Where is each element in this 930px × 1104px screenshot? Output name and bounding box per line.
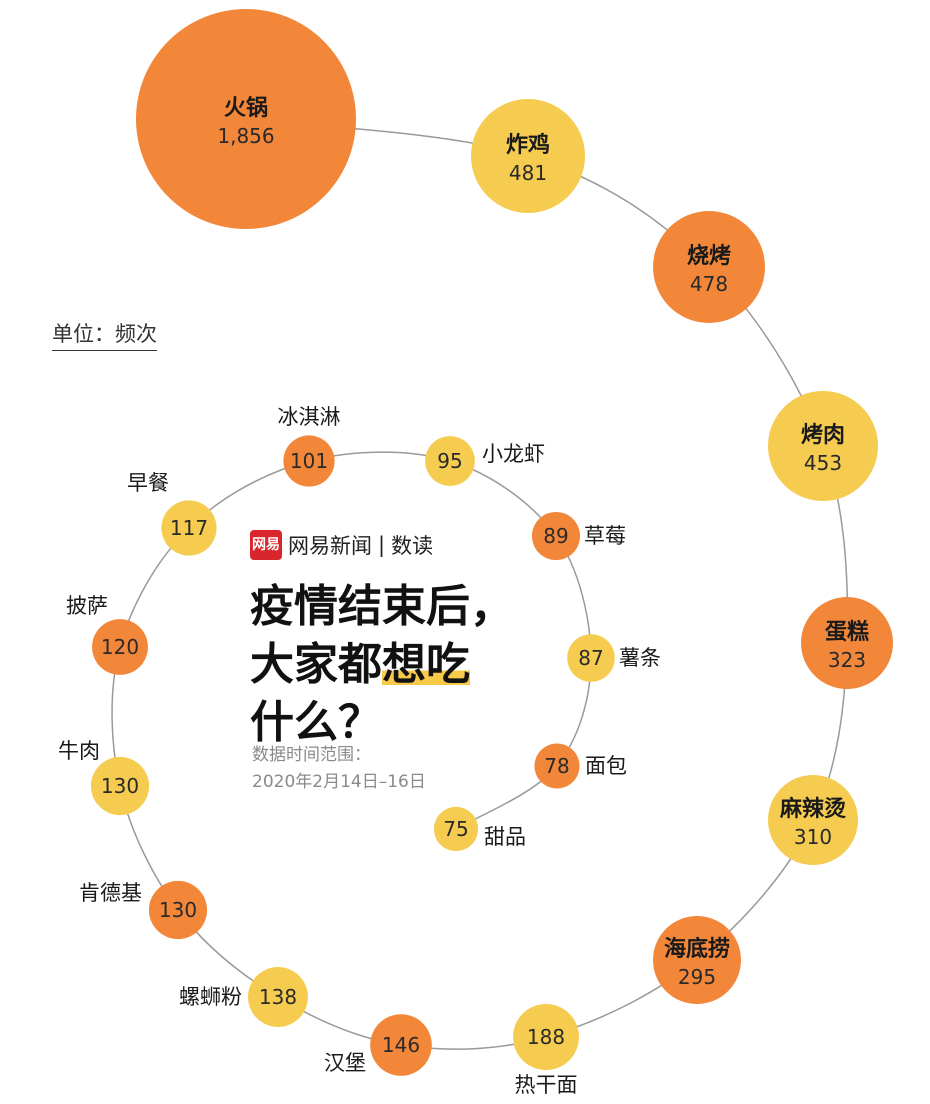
bubble-10: 130 肯德基 [79, 880, 208, 940]
bubble-value-label: 78 [544, 754, 569, 778]
bubble-value-label: 478 [690, 272, 728, 296]
bubble-4: 蛋糕 323 [801, 597, 893, 689]
title-highlight: 想吃 [382, 639, 470, 690]
bubble-12: 120 披萨 [66, 594, 148, 675]
bubble-value-label: 87 [578, 646, 603, 670]
bubble-value-label: 120 [101, 635, 139, 659]
bubble-name-label: 蛋糕 [825, 619, 869, 645]
bubble-6: 海底捞 295 [653, 916, 741, 1004]
bubble-circle [653, 916, 741, 1004]
bubble-value-label: 117 [170, 516, 208, 540]
bubble-name-label: 面包 [585, 754, 627, 778]
bubble-8: 146 汉堡 [324, 1014, 432, 1076]
bubble-17: 87 薯条 [567, 634, 661, 682]
bubble-circle [768, 775, 858, 865]
title-line-2-part: 大家都 [250, 639, 382, 690]
bubble-name-label: 早餐 [127, 471, 169, 495]
bubble-16: 89 草莓 [531, 511, 626, 561]
brand-name: 网易新闻 [288, 534, 372, 558]
bubble-name-label: 麻辣烫 [779, 796, 846, 822]
bubble-name-label: 烧烤 [687, 243, 731, 269]
date-range: 数据时间范围： 2020年2月14日–16日 [252, 742, 426, 796]
bubble-circle [471, 99, 585, 213]
bubble-14: 101 冰淇淋 [278, 405, 341, 487]
bubble-name-label: 热干面 [515, 1073, 578, 1097]
bubble-9: 138 螺蛳粉 [179, 967, 308, 1027]
title-line-2: 大家都想吃 [250, 636, 514, 694]
title-line-3: 什么？ [250, 697, 382, 748]
bubble-circle [801, 597, 893, 689]
bubble-value-label: 188 [527, 1025, 565, 1049]
bubble-circle [531, 511, 581, 561]
brand-separator: | [378, 533, 386, 557]
bubble-name-label: 冰淇淋 [278, 405, 341, 429]
bubble-value-label: 130 [101, 774, 139, 798]
bubble-3: 烤肉 453 [768, 391, 878, 501]
bubble-circle [92, 619, 148, 675]
bubble-name-label: 炸鸡 [506, 132, 550, 158]
bubble-name-label: 烤肉 [801, 422, 845, 448]
chart-title: 疫情结束后， 大家都想吃 什么？ [250, 578, 514, 752]
bubble-circle [513, 1004, 579, 1070]
bubble-name-label: 小龙虾 [482, 442, 545, 466]
bubble-value-label: 146 [382, 1033, 420, 1057]
bubble-value-label: 323 [828, 648, 866, 672]
bubble-circle [136, 9, 356, 229]
bubble-name-label: 螺蛳粉 [179, 985, 242, 1009]
bubble-name-label: 海底捞 [664, 936, 730, 962]
unit-label: 单位：频次 [52, 318, 157, 351]
bubble-1: 炸鸡 481 [471, 99, 585, 213]
bubble-circle [425, 436, 475, 486]
bubble-19: 75 甜品 [433, 806, 526, 852]
title-line-1: 疫情结束后， [250, 581, 514, 632]
bubble-0: 火锅 1,856 [136, 9, 356, 229]
bubble-circle [534, 743, 580, 789]
bubble-value-label: 310 [794, 825, 832, 849]
bubble-name-label: 薯条 [619, 646, 661, 670]
bubble-circle [148, 880, 208, 940]
bubble-name-label: 甜品 [484, 825, 526, 849]
bubble-2: 烧烤 478 [653, 211, 765, 323]
brand-sub: 数读 [391, 534, 434, 558]
bubble-circle [90, 756, 150, 816]
bubble-circle [283, 435, 335, 487]
bubble-value-label: 481 [509, 161, 547, 185]
bubble-value-label: 1,856 [217, 124, 274, 148]
bubble-circle [433, 806, 479, 852]
bubble-7: 188 热干面 [513, 1004, 579, 1097]
bubble-18: 78 面包 [534, 743, 627, 789]
date-range-label: 数据时间范围： [252, 745, 371, 765]
bubble-name-label: 汉堡 [324, 1051, 366, 1075]
bubble-name-label: 肯德基 [79, 881, 142, 905]
bubble-value-label: 295 [678, 965, 716, 989]
bubble-circle [370, 1014, 432, 1076]
bubble-name-label: 火锅 [224, 95, 268, 121]
bubble-value-label: 130 [159, 898, 197, 922]
bubble-value-label: 89 [543, 524, 568, 548]
bubble-value-label: 101 [290, 449, 328, 473]
bubble-15: 95 小龙虾 [425, 436, 545, 486]
bubble-name-label: 牛肉 [58, 739, 100, 763]
bubble-circle [567, 634, 615, 682]
bubble-circle [653, 211, 765, 323]
date-range-value: 2020年2月14日–16日 [252, 772, 426, 792]
bubble-value-label: 95 [437, 449, 462, 473]
bubble-circle [768, 391, 878, 501]
bubble-circle [248, 967, 308, 1027]
bubble-5: 麻辣烫 310 [768, 775, 858, 865]
bubble-name-label: 披萨 [66, 594, 108, 618]
brand: 网易 网易新闻 | 数读 [250, 530, 433, 560]
bubble-value-label: 453 [804, 451, 842, 475]
bubble-circle [161, 500, 217, 556]
bubble-name-label: 草莓 [584, 524, 626, 548]
bubble-value-label: 75 [443, 817, 468, 841]
netease-logo-icon: 网易 [250, 530, 282, 560]
bubble-value-label: 138 [259, 985, 297, 1009]
